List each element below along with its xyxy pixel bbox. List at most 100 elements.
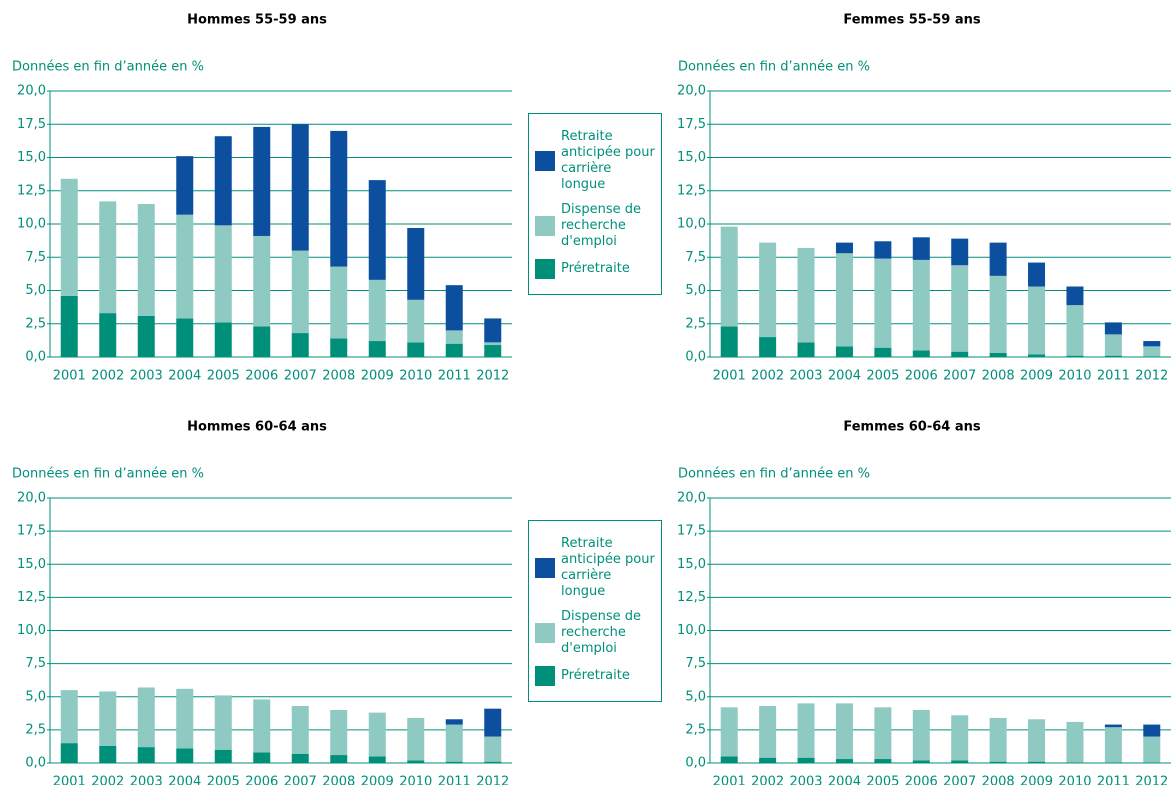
bar-segment — [291, 124, 309, 251]
x-tick-label: 2002 — [91, 775, 124, 785]
y-tick-label: 2,5 — [685, 722, 706, 737]
legend-label: Retraite anticipée pour carrière longue — [561, 129, 655, 192]
subtitle: Données en fin d’année en % — [678, 467, 870, 482]
legend-item: Préretraite — [535, 666, 655, 686]
bar-segment — [330, 710, 348, 756]
bar-segment — [1104, 334, 1122, 356]
chart: Hommes 55-59 ans Données en fin d’année e… — [12, 13, 512, 384]
bar-segment — [1066, 721, 1084, 763]
bar-segment — [1143, 346, 1161, 357]
x-tick-label: 2002 — [751, 369, 784, 384]
bar-segment — [176, 318, 194, 357]
bar-segment — [214, 225, 232, 323]
bar-segment — [1066, 286, 1084, 306]
y-tick-label: 10,0 — [677, 217, 706, 232]
bar-segment — [253, 126, 271, 236]
bar-segment — [874, 347, 892, 357]
bar-segment — [60, 295, 78, 357]
bar-segment — [291, 250, 309, 334]
x-tick-label: 2007 — [284, 369, 317, 384]
bar-segment — [484, 708, 502, 737]
x-tick-label: 2002 — [751, 775, 784, 785]
x-tick-label: 2011 — [438, 775, 471, 785]
y-tick-label: 2,5 — [25, 722, 46, 737]
bar-segment — [368, 279, 386, 342]
bar-segment — [445, 285, 463, 331]
bar-segment — [330, 130, 348, 267]
x-tick-label: 2010 — [1058, 775, 1091, 785]
bar-segment — [720, 226, 738, 327]
x-tick-label: 2010 — [399, 369, 432, 384]
bar-segment — [797, 342, 815, 357]
bar-segment — [1104, 727, 1122, 763]
bar-segment — [484, 736, 502, 762]
bar-segment — [368, 341, 386, 357]
bar-segment — [253, 326, 271, 357]
y-tick-label: 20,0 — [677, 84, 706, 99]
x-tick-label: 2010 — [1058, 369, 1091, 384]
y-tick-label: 7,5 — [25, 656, 46, 671]
y-tick-label: 10,0 — [17, 217, 46, 232]
legend-swatch — [535, 216, 555, 236]
bar-segment — [214, 749, 232, 763]
bar-segment — [720, 756, 738, 763]
y-tick-label: 2,5 — [25, 316, 46, 331]
bar-segment — [951, 265, 969, 352]
legend-label: Préretraite — [561, 261, 630, 276]
x-tick-label: 2001 — [713, 369, 746, 384]
bar-segment — [835, 242, 853, 254]
x-tick-label: 2006 — [245, 369, 278, 384]
bar-segment — [176, 748, 194, 763]
legend: Retraite anticipée pour carrière longue D… — [528, 520, 662, 702]
bar-segment — [1028, 761, 1046, 763]
bar-segment — [835, 703, 853, 760]
y-tick-label: 15,0 — [17, 557, 46, 572]
bar-segment — [484, 342, 502, 346]
x-tick-label: 2011 — [1097, 775, 1130, 785]
bar-segment — [330, 338, 348, 357]
x-tick-label: 2006 — [245, 775, 278, 785]
y-tick-label: 17,5 — [677, 524, 706, 539]
bar-segment — [1028, 286, 1046, 355]
x-tick-label: 2010 — [399, 775, 432, 785]
bar-segment — [330, 755, 348, 763]
subtitle: Données en fin d’année en % — [12, 60, 204, 75]
bar-segment — [759, 242, 777, 338]
y-tick-label: 17,5 — [17, 524, 46, 539]
bar-segment — [874, 258, 892, 348]
chart-title: Femmes 55-59 ans — [843, 13, 980, 28]
y-tick-label: 2,5 — [685, 316, 706, 331]
y-tick-label: 12,5 — [17, 590, 46, 605]
x-tick-label: 2007 — [943, 775, 976, 785]
bar-segment — [951, 351, 969, 357]
y-tick-label: 0,0 — [685, 756, 706, 771]
bar-segment — [484, 345, 502, 357]
bar-segment — [214, 695, 232, 750]
bar-segment — [407, 299, 425, 343]
bar-segment — [214, 322, 232, 357]
x-tick-label: 2009 — [1020, 369, 1053, 384]
bar-segment — [989, 717, 1007, 762]
legend-label: Préretraite — [561, 668, 630, 683]
y-tick-label: 7,5 — [25, 250, 46, 265]
bar-segment — [912, 237, 930, 260]
x-tick-label: 2003 — [789, 369, 822, 384]
bar-segment — [60, 690, 78, 744]
bar-segment — [137, 204, 155, 316]
y-tick-label: 15,0 — [677, 557, 706, 572]
x-tick-label: 2004 — [168, 369, 201, 384]
bar-segment — [407, 717, 425, 761]
bar-segment — [759, 757, 777, 763]
bar-segment — [176, 688, 194, 749]
bar-segment — [484, 761, 502, 763]
y-tick-label: 7,5 — [685, 656, 706, 671]
x-tick-label: 2012 — [476, 369, 509, 384]
bar-segment — [1066, 762, 1084, 763]
bar-segment — [951, 715, 969, 761]
bar-segment — [951, 238, 969, 266]
y-tick-label: 0,0 — [685, 350, 706, 365]
y-tick-label: 15,0 — [677, 150, 706, 165]
bar-segment — [330, 266, 348, 339]
x-tick-label: 2007 — [943, 369, 976, 384]
chart: Hommes 60-64 ans Données en fin d’année e… — [12, 420, 512, 785]
